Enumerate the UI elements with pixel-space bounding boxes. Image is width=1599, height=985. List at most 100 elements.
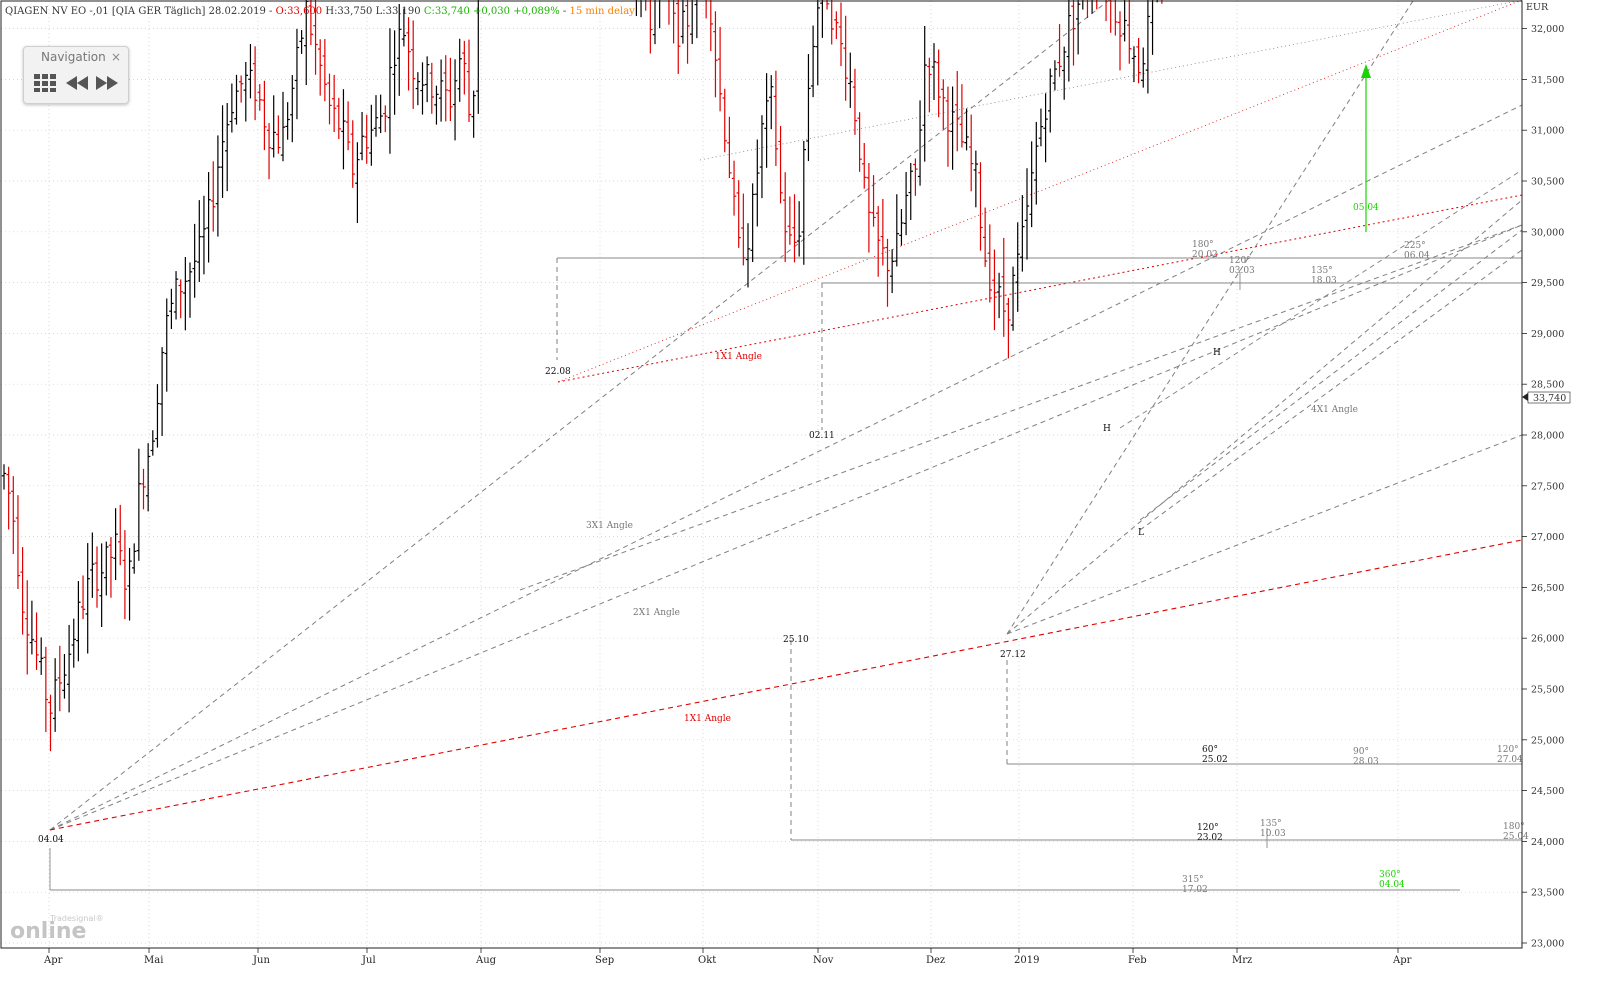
chart-header: QIAGEN NV EO -,01 [QIA GER Täglich] 28.0… <box>5 6 635 17</box>
ohlc-bar <box>308 0 314 46</box>
ohlc-bar <box>169 288 174 330</box>
ohlc-bar <box>141 468 146 510</box>
y-tick-label: 27,500 <box>1531 481 1564 492</box>
ohlc-bar <box>52 658 58 732</box>
cycle-date-label: 20.02 <box>1192 250 1218 260</box>
gann-dotted-line <box>557 0 1523 383</box>
x-tick-label: Nov <box>813 955 834 966</box>
header-low: L:33,190 <box>376 6 421 17</box>
pivot-label: L <box>1138 528 1144 538</box>
ohlc-bar <box>350 120 355 188</box>
ohlc-bar <box>917 100 923 186</box>
ohlc-bar <box>1117 11 1123 71</box>
ohlc-bar <box>192 223 197 298</box>
ohlc-bar <box>982 207 988 267</box>
gann-fan-line <box>519 224 1523 591</box>
ohlc-bar <box>457 38 462 102</box>
ohlc-bar <box>313 0 318 75</box>
ohlc-bar <box>104 541 109 596</box>
ohlc-bar <box>796 201 802 257</box>
ohlc-bar <box>969 114 974 192</box>
ohlc-bar <box>94 546 100 608</box>
ohlc-bar <box>43 646 49 733</box>
header-symbol: QIAGEN NV EO -,01 [QIA GER Täglich] 28.0… <box>5 6 266 17</box>
tradesignal-online-logo: Tradesignal® online <box>8 911 108 944</box>
y-axis: 23,000 23,500 24,000 24,500 25,000 25,500 26,0… <box>1522 24 1564 950</box>
ohlc-bar <box>201 195 207 275</box>
ohlc-bar <box>164 298 169 392</box>
ohlc-bar <box>187 262 193 318</box>
pivot-label: 04.04 <box>38 835 64 845</box>
cycle-degree-label: 315° <box>1182 875 1204 885</box>
x-tick-label: Apr <box>43 955 63 966</box>
x-tick-label: Jul <box>361 955 376 966</box>
x-axis: Apr Mai Jun Jul Aug Sep Okt Nov Dez 2019 Feb Mrz Apr <box>43 948 1412 966</box>
ohlc-bar <box>964 108 969 151</box>
ohlc-bar <box>76 581 81 662</box>
cycle-degree-label: 360° <box>1379 870 1401 880</box>
ohlc-bar <box>1141 47 1146 88</box>
projection-date-label: 05.04 <box>1353 203 1379 213</box>
ohlc-bar <box>331 74 337 133</box>
cycle-date-label: 25.04 <box>1503 832 1529 842</box>
y-tick-label: 31,000 <box>1531 126 1564 137</box>
ohlc-bar <box>476 0 479 114</box>
ohlc-bar <box>1038 108 1044 147</box>
ohlc-bar <box>1122 0 1127 42</box>
gann-1x1-line <box>49 0 1111 831</box>
ohlc-bar <box>857 112 862 172</box>
ohlc-bar <box>466 39 472 123</box>
gann-lines <box>49 0 1523 891</box>
ohlc-bar <box>745 223 751 288</box>
pivot-label: 22.08 <box>545 367 571 377</box>
ohlc-bar <box>225 103 230 192</box>
ohlc-bar <box>1015 222 1020 312</box>
ohlc-bar <box>136 448 142 561</box>
ohlc-bar <box>150 430 155 456</box>
ohlc-bar <box>1001 237 1006 337</box>
ohlc-bar <box>424 56 430 103</box>
ohlc-bar <box>1110 0 1112 33</box>
ohlc-bar <box>145 443 151 512</box>
ohlc-bar <box>359 111 365 161</box>
grid-icon[interactable] <box>34 74 56 96</box>
x-tick-label: 2019 <box>1014 955 1039 966</box>
ohlc-bar <box>387 28 393 154</box>
angle-label: 1X1 Angle <box>715 352 762 362</box>
ohlc-bar <box>685 0 690 64</box>
y-tick-label: 28,500 <box>1531 380 1564 391</box>
x-tick-label: Okt <box>698 955 716 966</box>
ohlc-bar <box>1029 141 1034 228</box>
ohlc-bar <box>29 600 35 655</box>
gann-2x1-line <box>49 224 1523 831</box>
cycle-degree-label: 225° <box>1404 241 1426 251</box>
x-tick-label: Aug <box>475 955 497 966</box>
rewind-icon[interactable] <box>66 74 88 96</box>
ohlc-bar <box>34 612 39 670</box>
ohlc-bar <box>950 86 955 170</box>
ohlc-bar <box>635 0 638 17</box>
ohlc-bar <box>668 0 670 25</box>
projection-arrowhead <box>1361 64 1371 78</box>
ohlc-bar <box>183 257 188 331</box>
ohlc-bar <box>71 618 76 668</box>
ohlc-bar <box>1 464 7 490</box>
ohlc-bar <box>834 11 839 40</box>
close-icon[interactable]: × <box>110 50 121 64</box>
ohlc-bar <box>741 193 746 266</box>
ohlc-bar <box>401 8 407 47</box>
plot-frame <box>0 0 1523 949</box>
ohlc-bar <box>406 17 411 91</box>
ohlc-bar <box>769 75 774 130</box>
ohlc-bar <box>299 30 304 54</box>
ohlc-bar <box>6 466 11 530</box>
ohlc-bar <box>705 0 707 19</box>
ohlc-bar <box>871 175 876 227</box>
ohlc-bar <box>462 40 467 95</box>
ohlc-bar <box>778 126 783 204</box>
fast-forward-icon[interactable] <box>96 74 118 96</box>
cycle-date-label: 03.03 <box>1229 266 1255 276</box>
ohlc-bar <box>57 645 62 712</box>
ohlc-bar <box>649 0 653 54</box>
